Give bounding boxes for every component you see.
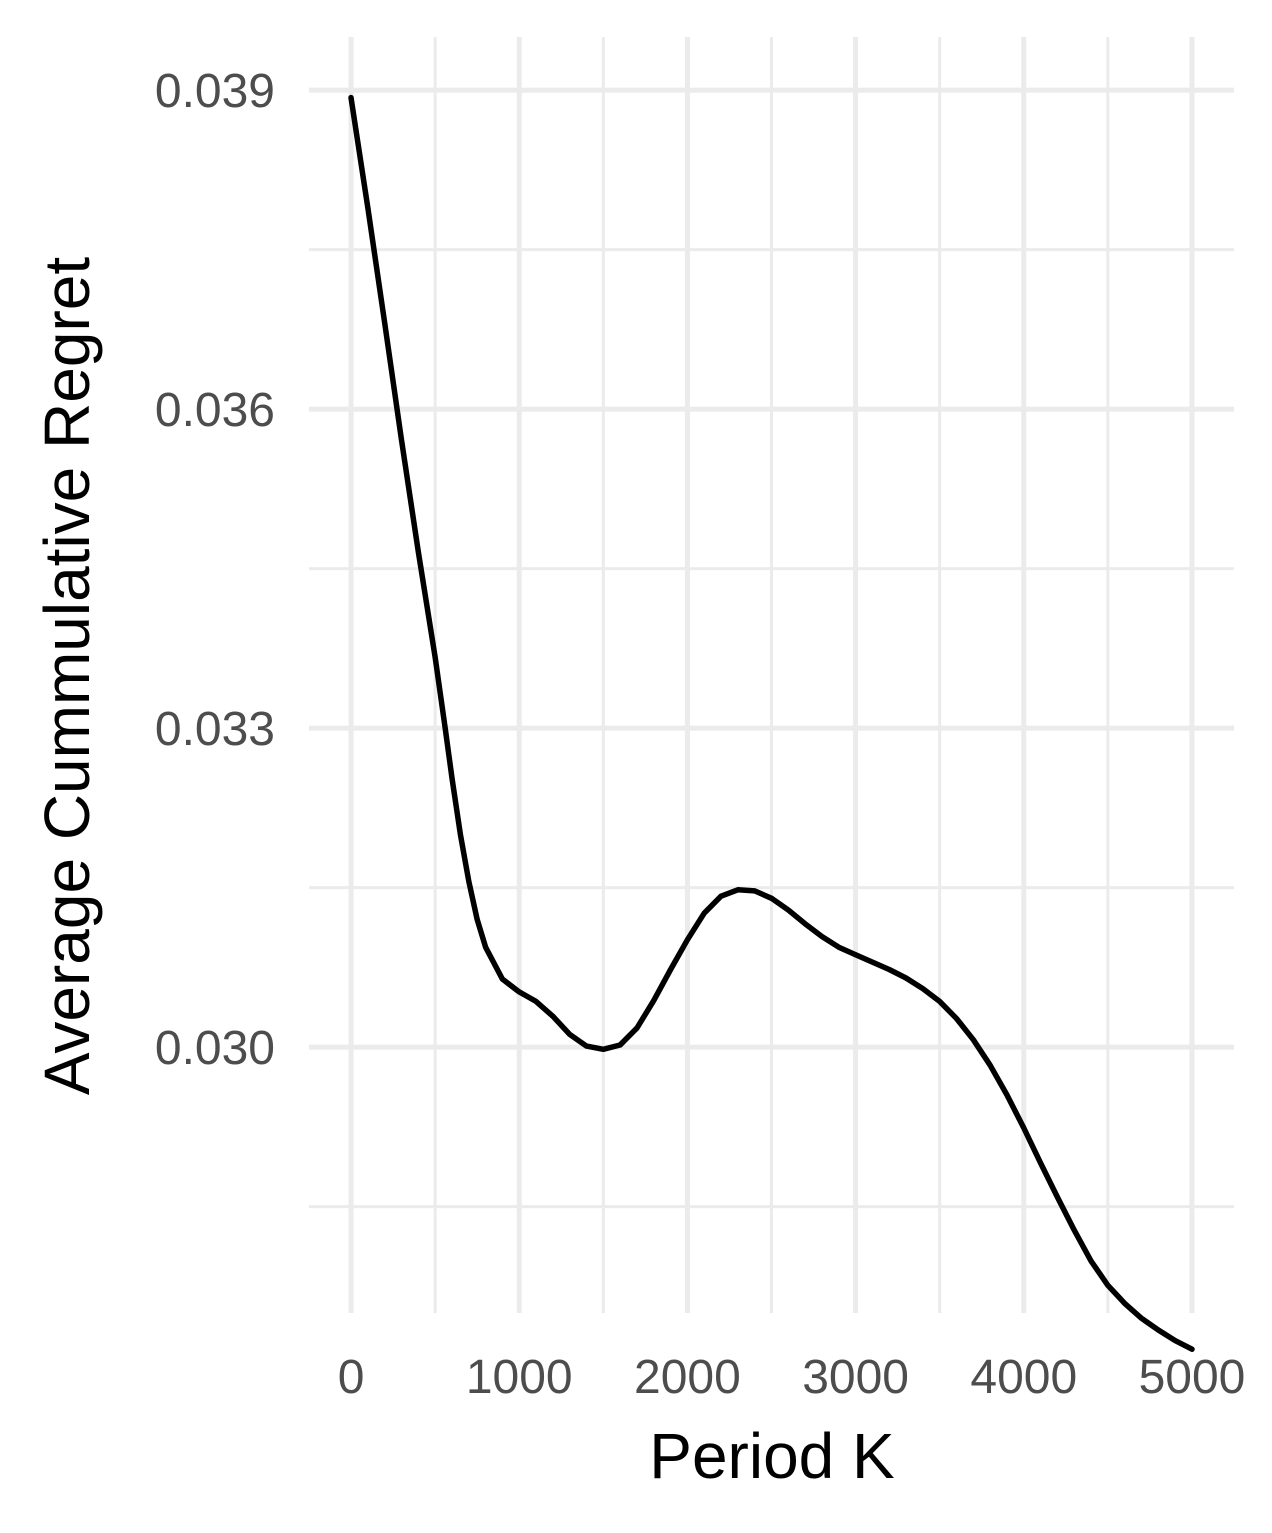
minor-gridlines-x [433,37,1110,1313]
x-tick-label: 2000 [634,1351,741,1404]
y-axis-tick-labels: 0.030 0.033 0.036 0.039 [155,65,275,1075]
x-axis-title: Period K [649,1420,894,1492]
y-tick-label: 0.039 [155,65,275,118]
x-tick-label: 0 [338,1351,365,1404]
x-tick-label: 1000 [466,1351,573,1404]
x-axis-tick-labels: 0 1000 2000 3000 4000 5000 [338,1351,1246,1404]
major-gridlines-x [348,37,1195,1313]
major-gridlines-y [309,87,1234,1050]
series-group [348,94,1195,1352]
x-tick-label: 5000 [1139,1351,1246,1404]
y-tick-label: 0.030 [155,1022,275,1075]
series-line [348,94,1195,1352]
y-tick-label: 0.033 [155,703,275,756]
y-axis-title: Average Cummulative Regret [31,257,103,1096]
x-tick-label: 3000 [802,1351,909,1404]
x-tick-label: 4000 [970,1351,1077,1404]
y-tick-label: 0.036 [155,384,275,437]
